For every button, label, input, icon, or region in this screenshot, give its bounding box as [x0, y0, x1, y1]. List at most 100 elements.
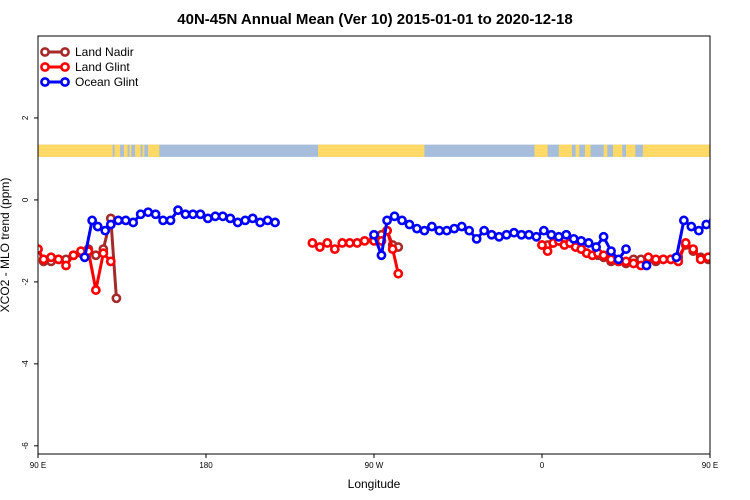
- ocean-glint-point: [158, 215, 168, 226]
- land-segment: [114, 144, 121, 157]
- ocean-glint-point: [270, 217, 280, 228]
- land-ocean-strip: [38, 144, 742, 157]
- land-glint-point: [650, 254, 661, 265]
- ocean-glint-point: [613, 254, 624, 265]
- land-segment: [318, 144, 425, 157]
- land-segment: [148, 144, 160, 157]
- legend-item-ocean-glint: Ocean Glint: [40, 75, 139, 89]
- ocean-glint-point: [733, 211, 740, 218]
- ocean-glint-point: [606, 246, 616, 257]
- ocean-glint-point: [412, 223, 422, 234]
- ocean-glint-point: [576, 236, 587, 246]
- land-glint-point: [38, 254, 49, 265]
- series-layer: [38, 205, 747, 304]
- y-tick-label: -6: [21, 442, 30, 450]
- x-tick-label: 0: [540, 461, 545, 470]
- ocean-glint-point: [456, 221, 467, 232]
- x-tick-label: 180: [199, 461, 213, 470]
- land-nadir-point: [90, 250, 101, 261]
- legend-label: Ocean Glint: [75, 75, 139, 89]
- ocean-glint-point: [247, 213, 258, 224]
- legend-marker: [60, 62, 70, 72]
- series-ocean-glint: [79, 205, 747, 271]
- ocean-glint-point: [740, 209, 747, 216]
- ocean-glint-point: [120, 215, 131, 226]
- ocean-glint-point: [479, 225, 490, 236]
- land-glint-point: [719, 262, 726, 269]
- land-segment: [740, 145, 742, 157]
- land-glint-point: [322, 238, 333, 248]
- ocean-glint-point: [678, 215, 689, 226]
- land-glint-point: [695, 254, 706, 265]
- chart-title: 40N-45N Annual Mean (Ver 10) 2015-01-01 …: [177, 11, 572, 28]
- land-glint-point: [105, 256, 116, 267]
- land-glint-point: [643, 252, 654, 263]
- legend-marker: [40, 47, 50, 57]
- land-glint-point: [542, 246, 553, 257]
- land-glint-point: [734, 248, 741, 255]
- land-glint-point: [314, 242, 325, 252]
- ocean-glint-point: [173, 205, 183, 216]
- land-glint-point: [61, 260, 71, 271]
- ocean-glint-point: [686, 221, 697, 232]
- land-segment: [642, 144, 710, 157]
- land-glint-point: [688, 244, 699, 254]
- land-segment: [712, 145, 718, 157]
- land-glint-point: [598, 250, 609, 261]
- land-glint-point: [727, 252, 734, 259]
- land-segment: [38, 144, 113, 157]
- ocean-glint-point: [188, 209, 198, 220]
- ocean-glint-point: [128, 217, 139, 228]
- land-segment: [534, 144, 548, 157]
- land-segment: [575, 144, 580, 157]
- land-segment: [626, 144, 636, 157]
- ocean-glint-point: [419, 225, 430, 236]
- land-glint-point: [537, 240, 547, 250]
- land-glint-point: [98, 248, 109, 259]
- land-glint-point: [393, 268, 404, 279]
- land-glint-point: [712, 258, 719, 265]
- ocean-glint-point: [225, 213, 236, 224]
- ocean-glint-point: [92, 221, 103, 232]
- land-nadir-point: [712, 258, 719, 265]
- land-segment: [729, 145, 731, 157]
- ocean-glint-point: [404, 219, 415, 230]
- ocean-glint-point: [79, 252, 90, 263]
- y-tick-label: 0: [21, 197, 30, 202]
- x-tick-label: 90 E: [30, 461, 46, 470]
- ocean-glint-point: [693, 225, 704, 236]
- ocean-glint-point: [561, 229, 572, 240]
- land-glint-point: [352, 238, 363, 248]
- legend-label: Land Glint: [75, 60, 130, 74]
- ocean-glint-point: [546, 229, 557, 240]
- ocean-glint-point: [434, 225, 445, 236]
- land-glint-point: [628, 258, 639, 269]
- ocean-glint-point: [598, 231, 609, 242]
- ocean-glint-point: [553, 231, 564, 242]
- ocean-glint-point: [441, 225, 452, 236]
- land-glint-point: [329, 244, 340, 254]
- ocean-glint-point: [718, 217, 725, 224]
- ocean-glint-point: [524, 229, 534, 240]
- land-nadir-point: [734, 245, 741, 252]
- ocean-glint-point: [113, 215, 124, 226]
- ocean-glint-point: [135, 209, 146, 220]
- land-segment: [584, 144, 591, 157]
- y-axis-label: XCO2 - MLO trend (ppm): [0, 178, 12, 313]
- y-axis: -6 -4 -2 0 2: [21, 115, 38, 449]
- land-nadir-point: [111, 293, 122, 304]
- land-segment: [142, 144, 145, 157]
- land-glint-point: [307, 238, 318, 248]
- land-glint-point: [387, 244, 398, 254]
- land-glint-point: [606, 254, 616, 265]
- ocean-glint-point: [486, 229, 497, 240]
- ocean-glint-point: [165, 215, 176, 226]
- land-glint-point: [703, 252, 710, 263]
- ocean-glint-point: [376, 250, 387, 261]
- ocean-glint-point: [105, 219, 116, 230]
- land-segment: [123, 144, 128, 157]
- x-tick-label: 90 E: [702, 461, 718, 470]
- ocean-glint-point: [509, 227, 519, 238]
- ocean-glint-point: [397, 215, 407, 226]
